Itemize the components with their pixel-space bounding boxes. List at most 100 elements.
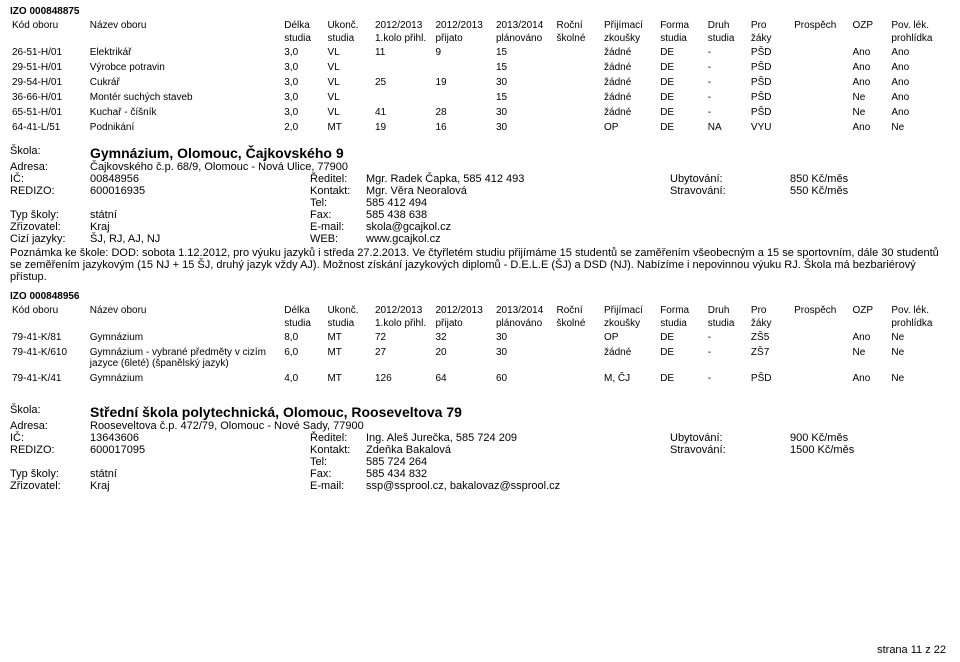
cell-delka: 4,0 [282, 371, 325, 386]
cell-f: DE [658, 75, 706, 90]
zriz-label: Zřizovatel: [10, 221, 90, 233]
h-c5b: zkoušky [602, 317, 658, 330]
cell-a: 72 [373, 330, 434, 345]
cell-k: Ne [889, 345, 950, 371]
cell-nazev: Elektrikář [88, 45, 282, 60]
cell-b: 28 [433, 105, 494, 120]
fax-value: 585 434 832 [366, 468, 427, 480]
school-label: Škola: [10, 404, 90, 420]
cell-h: PŠD [749, 105, 792, 120]
cell-f: DE [658, 330, 706, 345]
reditel-label: Ředitel: [310, 173, 366, 185]
ic-label: IČ: [10, 432, 90, 444]
h-c6: Forma [658, 19, 706, 32]
h-c2: 2012/2013 [433, 19, 494, 32]
cell-e: žádné [602, 45, 658, 60]
email-label: E-mail: [310, 221, 366, 233]
cell-e: žádné [602, 75, 658, 90]
table-row: 26-51-H/01Elektrikář3,0VL11915žádnéDE-PŠ… [10, 45, 950, 60]
school-label: Škola: [10, 145, 90, 161]
cell-b: 32 [433, 330, 494, 345]
jaz-value: ŠJ, RJ, AJ, NJ [90, 233, 160, 245]
cell-ukonc: VL [325, 60, 373, 75]
obory-table-1: Kód oboru Název oboru Délka Ukonč. 2012/… [10, 19, 950, 135]
cell-c: 30 [494, 345, 555, 371]
cell-kod: 29-54-H/01 [10, 75, 88, 90]
h-c4b: školné [554, 32, 602, 45]
h-c8: Pro [749, 304, 792, 317]
zriz-value: Kraj [90, 480, 110, 492]
h-c5b: zkoušky [602, 32, 658, 45]
izo-top: IZO 000848875 [10, 6, 950, 17]
cell-nazev: Gymnázium - vybrané předměty v cizím jaz… [88, 345, 282, 371]
ubyt-value: 900 Kč/měs [790, 432, 848, 444]
cell-h: PŠD [749, 60, 792, 75]
cell-g: - [706, 330, 749, 345]
cell-delka: 3,0 [282, 90, 325, 105]
redizo-label: REDIZO: [10, 444, 90, 456]
cell-nazev: Cukrář [88, 75, 282, 90]
school-note: Poznámka ke škole: DOD: sobota 1.12.2012… [10, 247, 950, 283]
cell-ukonc: VL [325, 75, 373, 90]
typ-value: státní [90, 468, 117, 480]
h-delka: Délka [282, 19, 325, 32]
cell-b [433, 60, 494, 75]
cell-e: žádné [602, 105, 658, 120]
cell-k: Ano [889, 45, 950, 60]
fax-value: 585 438 638 [366, 209, 427, 221]
cell-g: - [706, 90, 749, 105]
header-row-1: Kód oboru Název oboru Délka Ukonč. 2012/… [10, 304, 950, 317]
school-block-2: Škola: Střední škola polytechnická, Olom… [10, 404, 950, 492]
cell-i [792, 75, 850, 90]
cell-ukonc: MT [325, 345, 373, 371]
reditel-label: Ředitel: [310, 432, 366, 444]
jaz-label: Cizí jazyky: [10, 233, 90, 245]
h-c8: Pro [749, 19, 792, 32]
h-delka2: studia [282, 32, 325, 45]
email-value: ssp@ssprool.cz, bakalovaz@ssprool.cz [366, 480, 560, 492]
cell-k: Ano [889, 75, 950, 90]
typ-value: státní [90, 209, 117, 221]
h-c4: Roční [554, 304, 602, 317]
h-delka: Délka [282, 304, 325, 317]
reditel-value: Ing. Aleš Jurečka, 585 724 209 [366, 432, 517, 444]
h-c1b: 1.kolo přihl. [373, 317, 434, 330]
fax-label: Fax: [310, 468, 366, 480]
cell-nazev: Gymnázium [88, 330, 282, 345]
cell-e: OP [602, 120, 658, 135]
ic-label: IČ: [10, 173, 90, 185]
header-row-2: studia studia 1.kolo přihl. přijato plán… [10, 32, 950, 45]
h-ukonc: Ukonč. [325, 19, 373, 32]
cell-k: Ano [889, 105, 950, 120]
table-row: 29-51-H/01Výrobce potravin3,0VL15žádnéDE… [10, 60, 950, 75]
cell-nazev: Kuchař - číšník [88, 105, 282, 120]
header-row-2: studia studia 1.kolo přihl. přijato plán… [10, 317, 950, 330]
kontakt-label: Kontakt: [310, 444, 366, 456]
page: IZO 000848875 Kód oboru Název oboru Délk… [0, 0, 960, 662]
strav-value: 550 Kč/měs [790, 185, 848, 197]
redizo-value: 600016935 [90, 185, 145, 197]
typ-label: Typ školy: [10, 468, 90, 480]
h-c8b: žáky [749, 32, 792, 45]
cell-c: 30 [494, 120, 555, 135]
cell-ukonc: VL [325, 90, 373, 105]
cell-c: 30 [494, 105, 555, 120]
cell-a: 27 [373, 345, 434, 371]
cell-f: DE [658, 45, 706, 60]
typ-label: Typ školy: [10, 209, 90, 221]
cell-delka: 2,0 [282, 120, 325, 135]
cell-f: DE [658, 345, 706, 371]
cell-b: 16 [433, 120, 494, 135]
cell-delka: 3,0 [282, 105, 325, 120]
cell-a: 25 [373, 75, 434, 90]
cell-j: Ano [850, 120, 889, 135]
cell-f: DE [658, 60, 706, 75]
h-c4: Roční [554, 19, 602, 32]
cell-j: Ne [850, 345, 889, 371]
h-c3: 2013/2014 [494, 19, 555, 32]
cell-ukonc: MT [325, 120, 373, 135]
cell-e: M, ČJ [602, 371, 658, 386]
cell-f: DE [658, 120, 706, 135]
cell-a: 126 [373, 371, 434, 386]
kontakt-label: Kontakt: [310, 185, 366, 197]
